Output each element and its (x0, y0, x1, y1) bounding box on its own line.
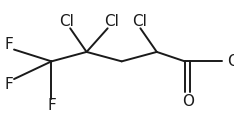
Text: F: F (5, 37, 14, 52)
Text: F: F (47, 97, 56, 113)
Text: Cl: Cl (104, 14, 119, 29)
Text: Cl: Cl (132, 14, 147, 29)
Text: Cl: Cl (59, 14, 74, 29)
Text: OH: OH (227, 54, 234, 69)
Text: O: O (182, 94, 194, 109)
Text: F: F (5, 77, 14, 93)
